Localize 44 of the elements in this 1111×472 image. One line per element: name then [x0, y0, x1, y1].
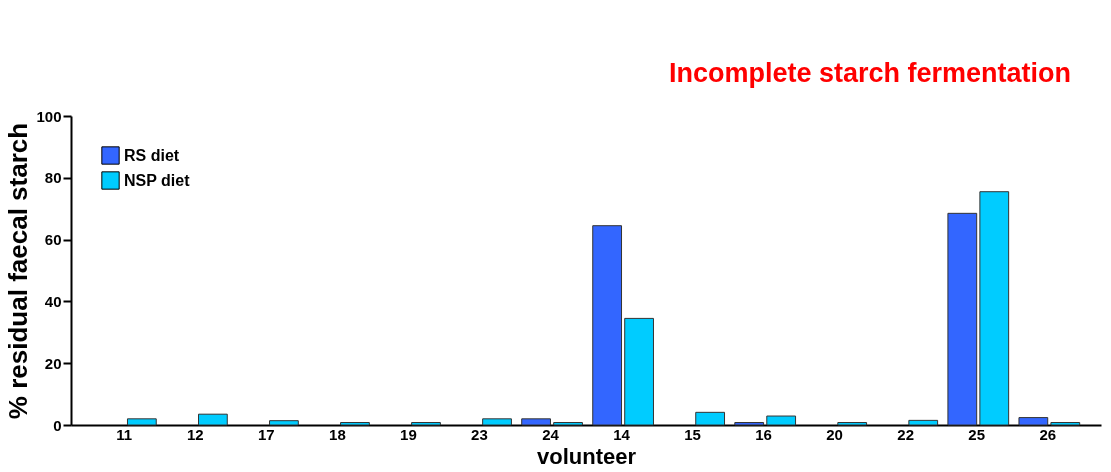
legend-label: NSP diet — [124, 171, 191, 189]
y-tick-label: 80 — [44, 169, 62, 187]
legend-label: RS diet — [124, 146, 180, 164]
y-axis-title: % residual faecal starch — [3, 122, 34, 420]
y-tick-label: 100 — [36, 107, 62, 125]
y-tick-label: 40 — [44, 292, 62, 310]
bar — [553, 422, 583, 426]
bar — [198, 413, 228, 426]
bar — [624, 317, 654, 426]
bar — [411, 422, 441, 426]
x-tick-label: 16 — [755, 425, 772, 443]
bar — [947, 212, 978, 426]
x-tick-label: 12 — [186, 425, 204, 443]
bar — [695, 411, 726, 426]
x-tick-label: 11 — [116, 425, 133, 443]
x-tick-label: 25 — [968, 425, 986, 443]
bar — [734, 422, 765, 426]
bar — [521, 418, 551, 426]
x-axis-title: volunteer — [536, 443, 637, 469]
text: Incomplete starch fermentation — [668, 58, 1071, 88]
bar — [908, 419, 939, 426]
x-tick-label: 17 — [258, 425, 275, 443]
x-tick-label: 22 — [897, 425, 914, 443]
bar — [592, 225, 623, 426]
bar — [482, 418, 512, 426]
x-tick-label: 23 — [471, 425, 488, 443]
x-tick-label: 19 — [400, 425, 417, 443]
bar — [979, 191, 1010, 426]
y-tick-label: 0 — [53, 416, 62, 434]
x-tick-label: 15 — [684, 425, 701, 443]
x-tick-label: 20 — [826, 425, 843, 443]
bar — [340, 422, 370, 426]
y-tick-label: 60 — [44, 231, 62, 249]
x-tick-label: 26 — [1039, 425, 1057, 443]
x-tick-label: 24 — [542, 425, 560, 443]
bar — [1050, 422, 1081, 426]
bar — [766, 415, 797, 426]
x-tick-label: 18 — [329, 425, 346, 443]
bar — [837, 422, 868, 426]
bar — [1018, 417, 1049, 426]
y-tick-label: 20 — [44, 354, 62, 372]
bar — [126, 418, 157, 426]
x-tick-label: 14 — [613, 425, 631, 443]
bar — [269, 420, 299, 426]
